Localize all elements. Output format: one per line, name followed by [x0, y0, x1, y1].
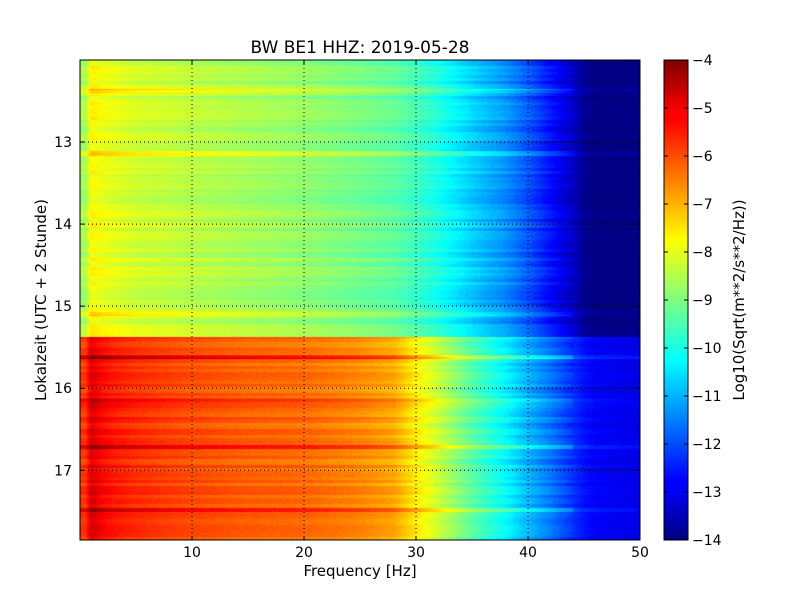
x-axis: 10 20 30 40 50: [183, 60, 649, 561]
plot-frame: [79, 59, 641, 541]
y-tick-label: 17: [54, 463, 72, 479]
colorbar-tick-label: −12: [692, 437, 722, 453]
colorbar-tick-label: −4: [692, 53, 713, 69]
colorbar-label: Log10(Sqrt(m**2/s**2/Hz)): [730, 199, 748, 400]
colorbar-tick-label: −13: [692, 485, 722, 501]
colorbar-tick-label: −8: [692, 245, 713, 261]
spectrogram-heatmap: [80, 60, 640, 540]
y-axis: 13 14 15 16 17: [54, 135, 640, 479]
grid-lines: [80, 60, 640, 540]
y-tick-label: 16: [54, 381, 72, 397]
chart-title: BW BE1 HHZ: 2019-05-28: [250, 38, 469, 58]
colorbar-tick-label: −9: [692, 293, 713, 309]
x-tick-label: 50: [631, 545, 649, 561]
colorbar-axis: −4 −5 −6 −7 −8 −9 −10 −11 −12 −13 −14: [664, 53, 722, 549]
colorbar-tick-label: −7: [692, 197, 713, 213]
x-tick-label: 10: [183, 545, 201, 561]
y-tick-label: 13: [54, 135, 72, 151]
x-tick-label: 20: [295, 545, 313, 561]
x-tick-label: 40: [519, 545, 537, 561]
colorbar-tick-label: −11: [692, 389, 722, 405]
colorbar-tick-label: −14: [692, 533, 722, 549]
y-axis-label: Lokalzeit (UTC + 2 Stunde): [32, 199, 50, 401]
colorbar-tick-label: −10: [692, 341, 722, 357]
x-tick-label: 30: [407, 545, 425, 561]
colorbar-tick-label: −5: [692, 101, 713, 117]
colorbar-tick-label: −6: [692, 149, 713, 165]
y-tick-label: 14: [54, 217, 72, 233]
y-tick-label: 15: [54, 299, 72, 315]
x-axis-label: Frequency [Hz]: [303, 562, 416, 580]
